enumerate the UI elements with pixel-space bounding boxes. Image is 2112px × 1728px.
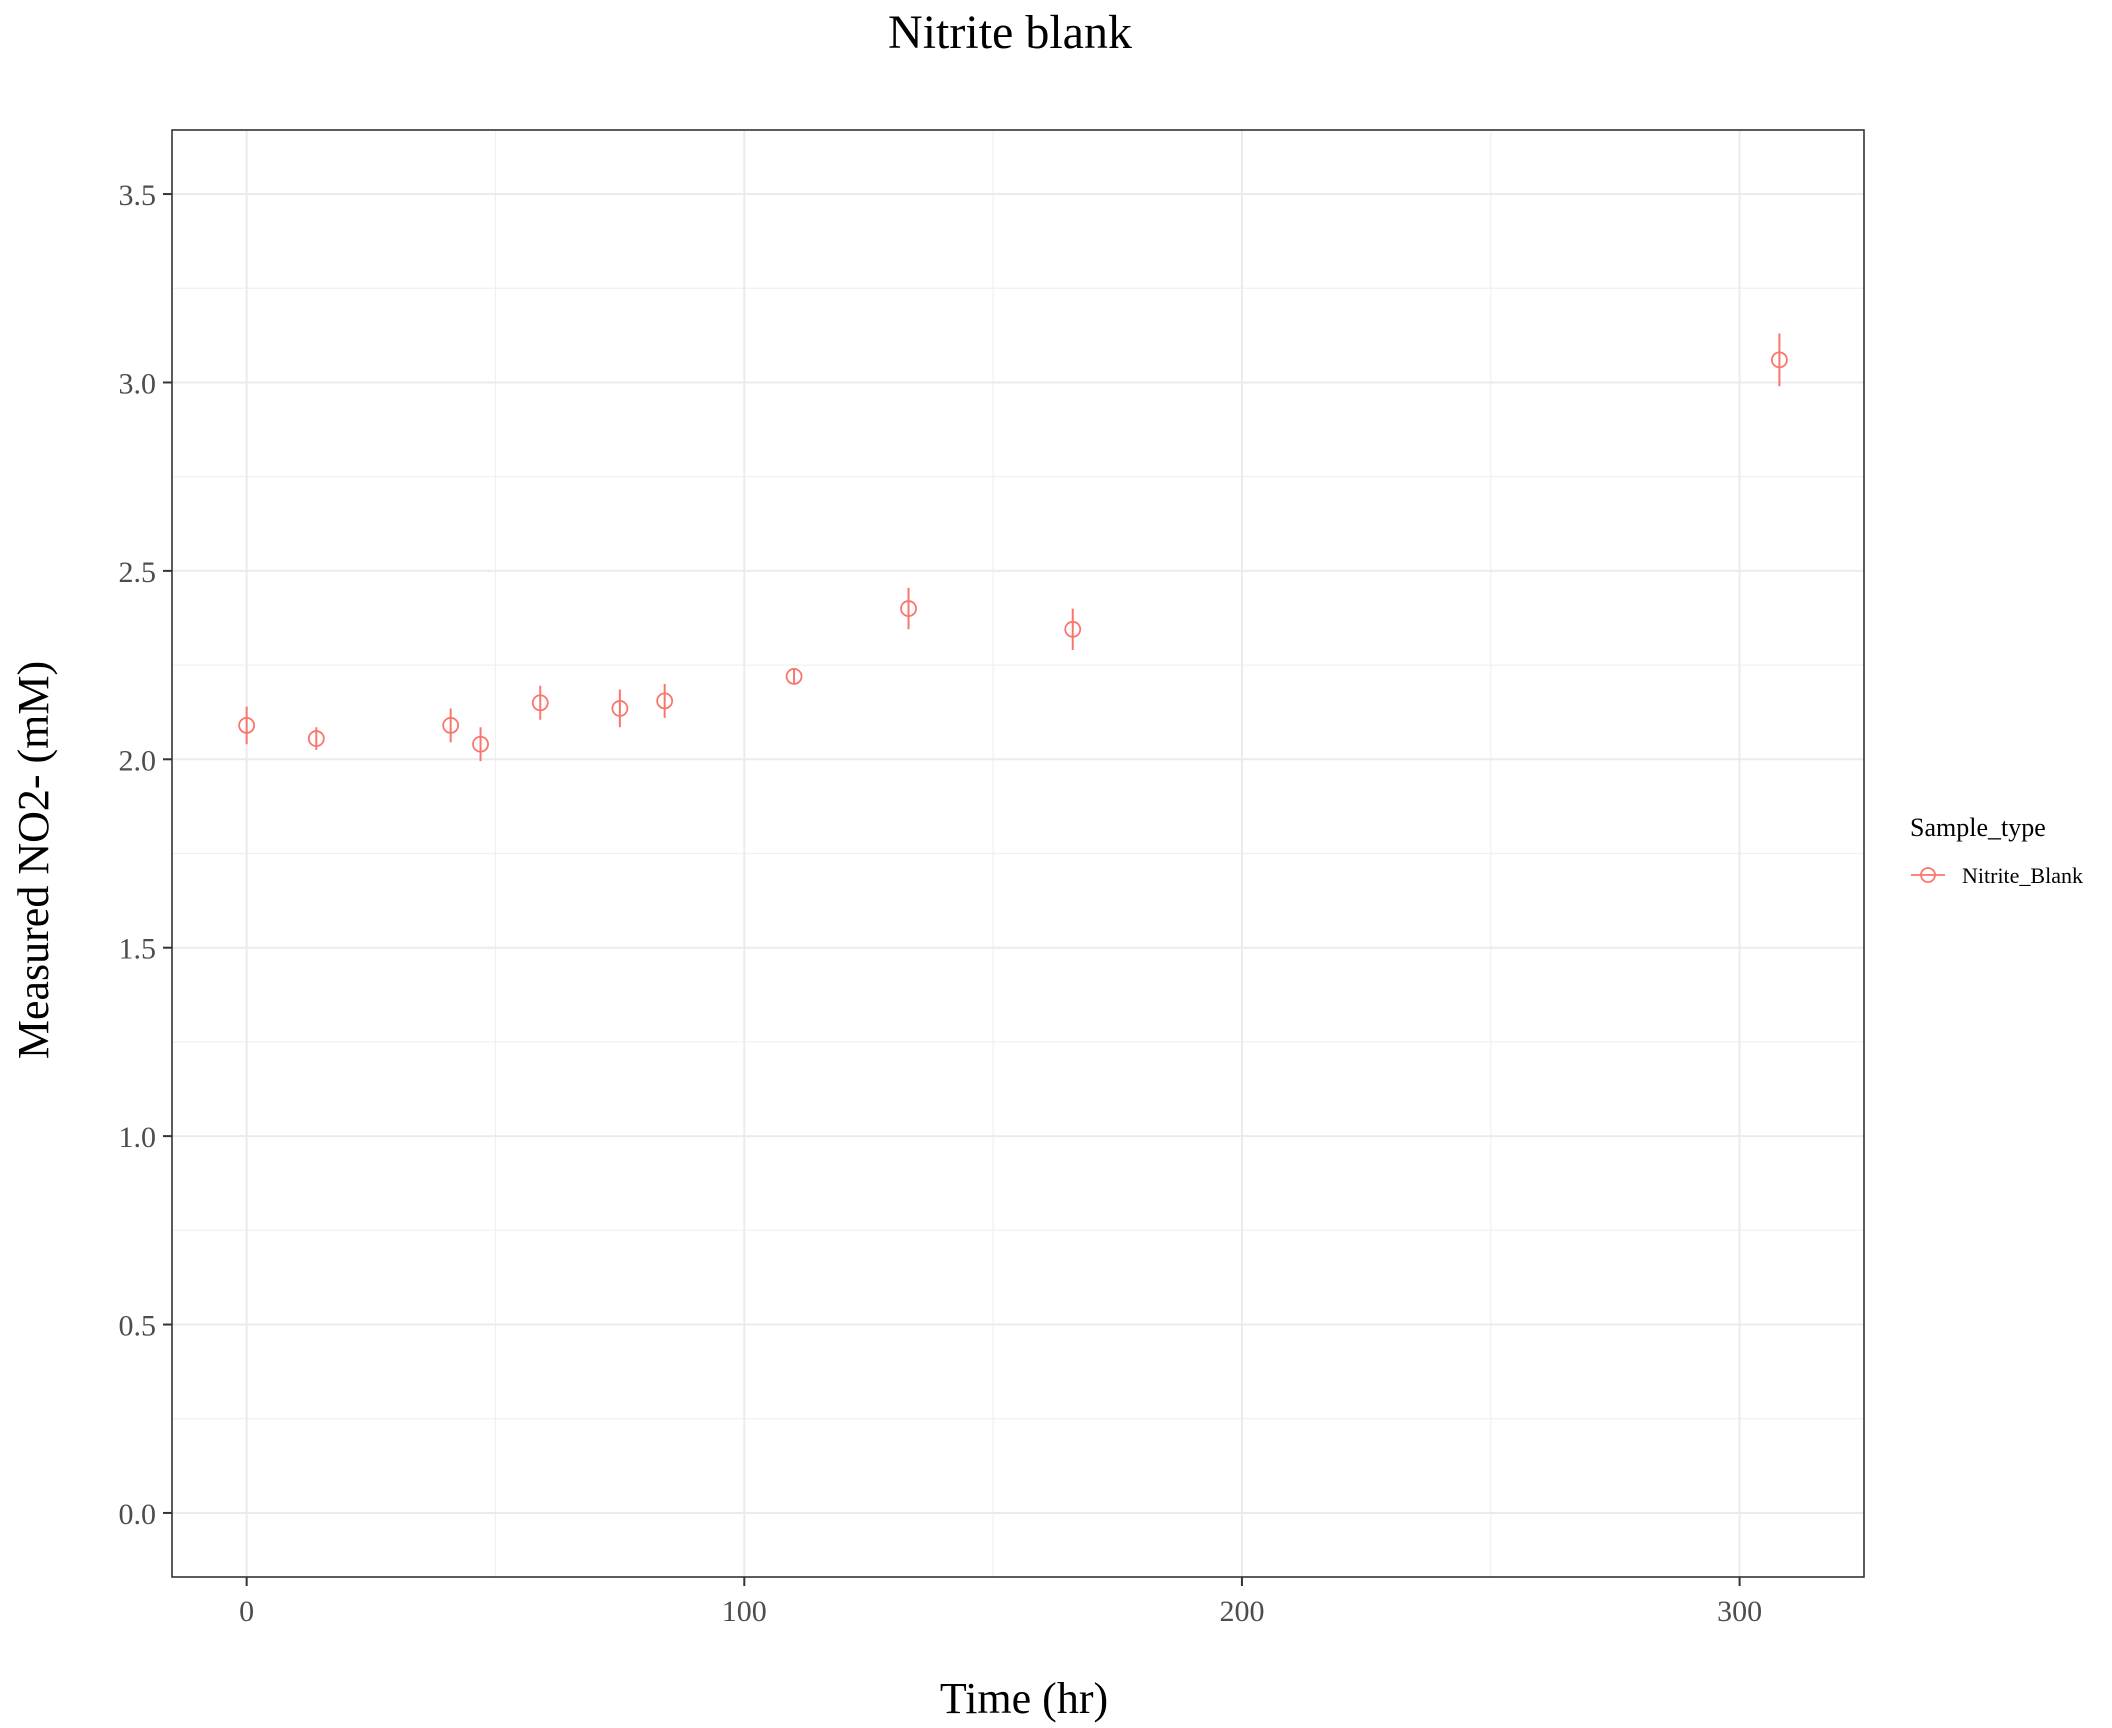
x-axis: 0 100 200 300 <box>239 1577 1762 1628</box>
legend-key-point <box>1920 867 1936 883</box>
data-point <box>611 700 629 717</box>
y-tick-label: 1.0 <box>119 1121 157 1154</box>
data-point <box>785 667 803 685</box>
legend: Sample_type Nitrite_Blank <box>1910 813 2083 888</box>
data-point <box>307 730 325 747</box>
data-point <box>531 694 549 712</box>
plot-border <box>171 129 1865 1578</box>
y-axis-label: Measured NO2- (mM) <box>9 661 58 1059</box>
data-point <box>900 600 917 617</box>
x-tick-label: 0 <box>239 1595 254 1628</box>
data-point <box>1064 620 1082 638</box>
point-layer <box>238 351 1788 753</box>
y-tick-label: 3.0 <box>119 367 157 400</box>
legend-entries: Nitrite_Blank <box>1911 863 2083 888</box>
y-tick-label: 0.0 <box>119 1498 157 1531</box>
x-tick-label: 200 <box>1219 1595 1264 1628</box>
data-point <box>238 716 256 734</box>
y-tick-label: 1.5 <box>119 933 157 966</box>
legend-title: Sample_type <box>1910 813 2046 842</box>
data-point <box>1771 351 1788 369</box>
chart-title: Nitrite blank <box>888 6 1132 59</box>
y-tick-label: 2.5 <box>119 556 157 589</box>
x-tick-label: 300 <box>1717 1595 1762 1628</box>
y-axis: 0.0 0.5 1.0 1.5 2.0 2.5 3.0 3.5 <box>119 179 172 1531</box>
y-tick-label: 3.5 <box>119 179 157 212</box>
x-tick-label: 100 <box>722 1595 767 1628</box>
y-tick-label: 0.5 <box>119 1310 157 1343</box>
legend-entry-label: Nitrite_Blank <box>1962 863 2083 888</box>
data-point <box>656 692 674 710</box>
y-tick-label: 2.0 <box>119 744 157 777</box>
data-point <box>472 735 489 753</box>
x-axis-label: Time (hr) <box>940 1674 1108 1723</box>
data-point <box>442 716 460 734</box>
grid-layer <box>172 130 1864 1577</box>
